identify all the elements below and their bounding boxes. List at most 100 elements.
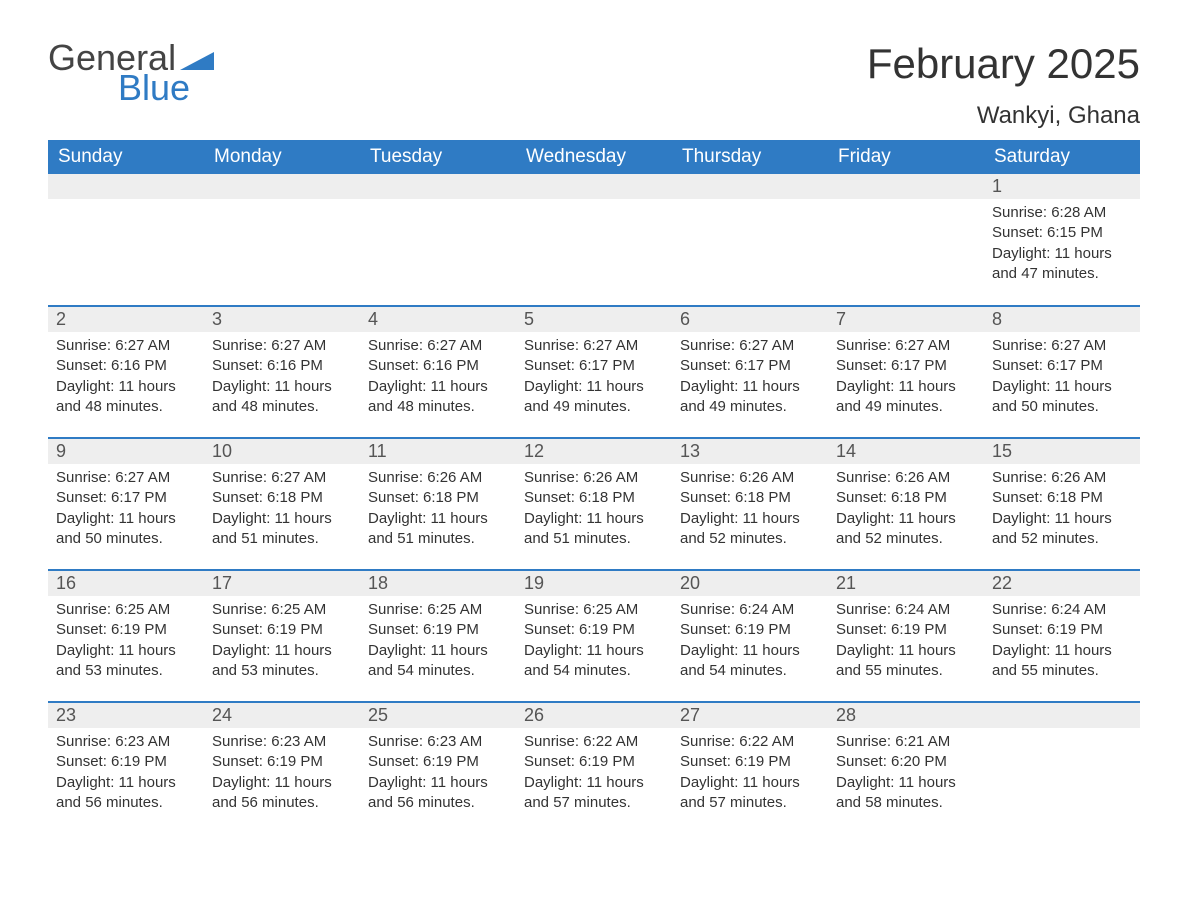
day-body: Sunrise: 6:27 AMSunset: 6:17 PMDaylight:… <box>984 332 1140 427</box>
day-number-row: 2 <box>48 307 204 332</box>
calendar-row: 9Sunrise: 6:27 AMSunset: 6:17 PMDaylight… <box>48 438 1140 570</box>
day-number-row: 12 <box>516 439 672 464</box>
daylight-line: Daylight: 11 hours and 54 minutes. <box>368 641 508 682</box>
calendar-cell: 25Sunrise: 6:23 AMSunset: 6:19 PMDayligh… <box>360 702 516 834</box>
calendar-row: 1Sunrise: 6:28 AMSunset: 6:15 PMDaylight… <box>48 174 1140 306</box>
sunrise-line: Sunrise: 6:23 AM <box>212 732 352 752</box>
day-number-row: 13 <box>672 439 828 464</box>
daylight-line: Daylight: 11 hours and 53 minutes. <box>212 641 352 682</box>
sunset-line: Sunset: 6:19 PM <box>368 752 508 772</box>
daylight-line: Daylight: 11 hours and 50 minutes. <box>56 509 196 550</box>
day-number-row: 9 <box>48 439 204 464</box>
day-number-row: 17 <box>204 571 360 596</box>
day-body: Sunrise: 6:25 AMSunset: 6:19 PMDaylight:… <box>48 596 204 691</box>
daylight-line: Daylight: 11 hours and 57 minutes. <box>524 773 664 814</box>
day-body: Sunrise: 6:27 AMSunset: 6:16 PMDaylight:… <box>204 332 360 427</box>
daylight-line: Daylight: 11 hours and 52 minutes. <box>992 509 1132 550</box>
day-number-row <box>984 703 1140 728</box>
calendar-row: 23Sunrise: 6:23 AMSunset: 6:19 PMDayligh… <box>48 702 1140 834</box>
calendar-cell: 11Sunrise: 6:26 AMSunset: 6:18 PMDayligh… <box>360 438 516 570</box>
day-number-row: 16 <box>48 571 204 596</box>
day-number-row: 4 <box>360 307 516 332</box>
weekday-header: Monday <box>204 140 360 174</box>
calendar-cell: 12 Sunrise: 6:26 AMSunset: 6:18 PMDayligh… <box>516 438 672 570</box>
day-body: Sunrise: 6:26 AMSunset: 6:18 PMDaylight:… <box>360 464 516 559</box>
sunset-line: Sunset: 6:16 PM <box>212 356 352 376</box>
calendar-cell: 26Sunrise: 6:22 AMSunset: 6:19 PMDayligh… <box>516 702 672 834</box>
sunset-line: Sunset: 6:19 PM <box>524 620 664 640</box>
sunrise-line: Sunrise: 6:27 AM <box>56 336 196 356</box>
sunset-line: Sunset: 6:18 PM <box>836 488 976 508</box>
calendar-cell: 10Sunrise: 6:27 AMSunset: 6:18 PMDayligh… <box>204 438 360 570</box>
sunset-line: Sunset: 6:18 PM <box>368 488 508 508</box>
daylight-line: Daylight: 11 hours and 56 minutes. <box>56 773 196 814</box>
day-number-row: 8 <box>984 307 1140 332</box>
day-number-row: 6 <box>672 307 828 332</box>
day-number-row: 20 <box>672 571 828 596</box>
location-label: Wankyi, Ghana <box>867 102 1140 130</box>
day-body: Sunrise: 6:26 AMSunset: 6:18 PMDaylight:… <box>984 464 1140 559</box>
calendar-cell: 9Sunrise: 6:27 AMSunset: 6:17 PMDaylight… <box>48 438 204 570</box>
day-body: Sunrise: 6:27 AMSunset: 6:17 PMDaylight:… <box>672 332 828 427</box>
day-body: Sunrise: 6:27 AMSunset: 6:18 PMDaylight:… <box>204 464 360 559</box>
logo-text-blue: Blue <box>118 70 214 106</box>
day-body: Sunrise: 6:25 AMSunset: 6:19 PMDaylight:… <box>204 596 360 691</box>
calendar-cell <box>204 174 360 306</box>
daylight-line: Daylight: 11 hours and 51 minutes. <box>524 509 664 550</box>
calendar-cell: 1Sunrise: 6:28 AMSunset: 6:15 PMDaylight… <box>984 174 1140 306</box>
day-number-row: 5 <box>516 307 672 332</box>
sunset-line: Sunset: 6:19 PM <box>56 752 196 772</box>
sunrise-line: Sunrise: 6:22 AM <box>680 732 820 752</box>
day-number-row: 28 <box>828 703 984 728</box>
day-body: Sunrise: 6:26 AMSunset: 6:18 PMDaylight:… <box>828 464 984 559</box>
daylight-line: Daylight: 11 hours and 49 minutes. <box>680 377 820 418</box>
daylight-line: Daylight: 11 hours and 55 minutes. <box>992 641 1132 682</box>
sunset-line: Sunset: 6:17 PM <box>992 356 1132 376</box>
day-body: Sunrise: 6:27 AMSunset: 6:17 PMDaylight:… <box>48 464 204 559</box>
day-number-row: 15 <box>984 439 1140 464</box>
calendar-cell: 20Sunrise: 6:24 AMSunset: 6:19 PMDayligh… <box>672 570 828 702</box>
daylight-line: Daylight: 11 hours and 51 minutes. <box>212 509 352 550</box>
day-body: Sunrise: 6:24 AMSunset: 6:19 PMDaylight:… <box>984 596 1140 691</box>
day-body: Sunrise: 6:23 AMSunset: 6:19 PMDaylight:… <box>360 728 516 823</box>
weekday-header: Tuesday <box>360 140 516 174</box>
day-body: Sunrise: 6:23 AMSunset: 6:19 PMDaylight:… <box>204 728 360 823</box>
daylight-line: Daylight: 11 hours and 47 minutes. <box>992 244 1132 285</box>
day-body: Sunrise: 6:21 AMSunset: 6:20 PMDaylight:… <box>828 728 984 823</box>
sunset-line: Sunset: 6:16 PM <box>368 356 508 376</box>
daylight-line: Daylight: 11 hours and 49 minutes. <box>836 377 976 418</box>
sunset-line: Sunset: 6:19 PM <box>56 620 196 640</box>
calendar-cell: 8Sunrise: 6:27 AMSunset: 6:17 PMDaylight… <box>984 306 1140 438</box>
calendar-cell: 23Sunrise: 6:23 AMSunset: 6:19 PMDayligh… <box>48 702 204 834</box>
day-body: Sunrise: 6:25 AMSunset: 6:19 PMDaylight:… <box>360 596 516 691</box>
day-body: Sunrise: 6:23 AMSunset: 6:19 PMDaylight:… <box>48 728 204 823</box>
logo: General Blue <box>48 40 214 106</box>
day-number-row: 24 <box>204 703 360 728</box>
sunset-line: Sunset: 6:18 PM <box>212 488 352 508</box>
daylight-line: Daylight: 11 hours and 51 minutes. <box>368 509 508 550</box>
daylight-line: Daylight: 11 hours and 56 minutes. <box>212 773 352 814</box>
day-number-row <box>48 174 204 199</box>
sunset-line: Sunset: 6:18 PM <box>992 488 1132 508</box>
sunrise-line: Sunrise: 6:26 AM <box>524 468 664 488</box>
sunrise-line: Sunrise: 6:22 AM <box>524 732 664 752</box>
daylight-line: Daylight: 11 hours and 49 minutes. <box>524 377 664 418</box>
day-body: Sunrise: 6:28 AMSunset: 6:15 PMDaylight:… <box>984 199 1140 294</box>
day-number-row: 26 <box>516 703 672 728</box>
calendar-cell: 3Sunrise: 6:27 AMSunset: 6:16 PMDaylight… <box>204 306 360 438</box>
sunset-line: Sunset: 6:19 PM <box>992 620 1132 640</box>
sunset-line: Sunset: 6:18 PM <box>524 488 664 508</box>
day-body: Sunrise: 6:22 AMSunset: 6:19 PMDaylight:… <box>516 728 672 823</box>
day-number-row: 10 <box>204 439 360 464</box>
sunrise-line: Sunrise: 6:28 AM <box>992 203 1132 223</box>
daylight-line: Daylight: 11 hours and 58 minutes. <box>836 773 976 814</box>
sunrise-line: Sunrise: 6:27 AM <box>56 468 196 488</box>
daylight-line: Daylight: 11 hours and 54 minutes. <box>680 641 820 682</box>
day-body: Sunrise: 6:26 AMSunset: 6:18 PMDaylight:… <box>672 464 828 559</box>
sunrise-line: Sunrise: 6:27 AM <box>524 336 664 356</box>
sunset-line: Sunset: 6:17 PM <box>56 488 196 508</box>
sunrise-line: Sunrise: 6:25 AM <box>524 600 664 620</box>
day-number-row: 23 <box>48 703 204 728</box>
daylight-line: Daylight: 11 hours and 50 minutes. <box>992 377 1132 418</box>
daylight-line: Daylight: 11 hours and 48 minutes. <box>212 377 352 418</box>
